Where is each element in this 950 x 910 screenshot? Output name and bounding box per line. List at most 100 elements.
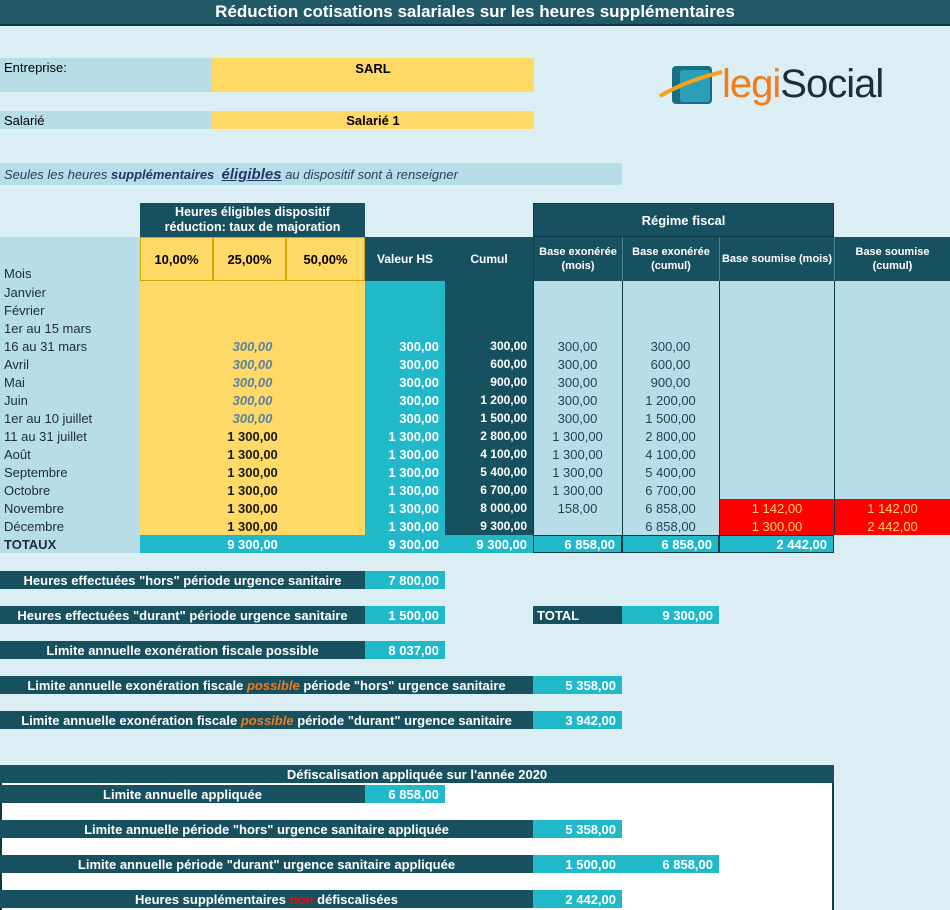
regime-divider-1 [622,281,623,535]
row-majoration-value: 300,00 [232,356,273,372]
header-eligible-text: Heures éligibles dispositif réduction: t… [164,205,341,234]
row-valeur-hs-value: 300,00 [399,410,439,426]
row-label: Octobre [0,481,140,499]
row-label-value: Novembre [4,500,64,516]
entreprise-value: SARL [355,61,391,76]
defisc-durant-value2-text: 6 858,00 [662,856,713,872]
row-soumise-mois [720,391,834,409]
header-base-soumise-cumul: Base soumise (cumul) [834,237,950,281]
row-soumise-mois-value: 1 300,00 [751,518,803,534]
row-cumul: 300,00 [445,337,533,355]
header-rate-10: 10,00% [140,237,213,281]
row-label: Août [0,445,140,463]
row-exo-cumul-value: 300,00 [650,338,691,354]
row-cumul: 9 300,00 [445,517,533,535]
row-cumul: 1 500,00 [445,409,533,427]
row-exo-cumul: 900,00 [622,373,719,391]
row-majoration [140,319,365,337]
header-base-exo-cumul-text: Base exonérée (cumul) [632,246,710,272]
defisc-hors-label: Limite annuelle période "hors" urgence s… [0,820,533,838]
row-valeur-hs-value: 1 300,00 [388,518,439,534]
row-exo-mois-value: 300,00 [557,392,598,408]
row-soumise-cumul-value: 1 142,00 [867,500,918,516]
row-label-value: Décembre [4,518,64,534]
row-exo-mois: 1 300,00 [533,463,622,481]
row-valeur-hs-value: 1 300,00 [388,482,439,498]
row-label-value: Janvier [4,284,46,300]
row-valeur-hs: 1 300,00 [365,463,445,481]
row-exo-mois-value: 300,00 [557,338,598,354]
row-exo-cumul-value: 6 700,00 [645,482,696,498]
row-label-value: 16 au 31 mars [4,338,88,354]
header-base-exo-cumul: Base exonérée (cumul) [622,237,719,281]
majoration-data-block [140,281,365,535]
row-exo-mois-value: 300,00 [557,356,598,372]
row-exo-cumul-value: 1 500,00 [645,410,696,426]
header-base-soumise-mois: Base soumise (mois) [719,237,834,281]
row-majoration-value: 1 300,00 [227,500,278,516]
row-exo-mois-value: 1 300,00 [552,482,603,498]
row-majoration: 1 300,00 [140,481,365,499]
hors-value: 7 800,00 [365,571,445,589]
row-cumul [445,301,533,319]
totaux-majoration: 9 300,00 [140,535,365,553]
row-soumise-mois [720,319,834,337]
defisc-non-label: Heures supplémentaires non défiscalisées [0,890,533,908]
header-regime-text: Régime fiscal [641,212,726,228]
defisc-durant-label-text: Limite annuelle période "durant" urgence… [77,856,456,872]
header-cumul-text: Cumul [470,252,508,266]
row-soumise-mois [720,301,834,319]
header-rate-50-text: 50,00% [303,251,348,267]
limite-hors-emph: possible [246,677,300,693]
row-soumise-cumul [835,463,950,481]
row-exo-cumul [622,301,719,319]
row-exo-cumul-value: 5 400,00 [645,464,696,480]
row-majoration: 300,00 [140,373,365,391]
row-exo-cumul: 5 400,00 [622,463,719,481]
header-valeur-hs: Valeur HS [365,237,445,281]
row-label: 1er au 10 juillet [0,409,140,427]
row-majoration: 300,00 [140,355,365,373]
totaux-label: TOTAUX [4,536,57,552]
row-majoration: 1 300,00 [140,445,365,463]
durant-label-text: Heures effectuées "durant" période urgen… [17,607,348,623]
row-exo-cumul-value: 1 200,00 [645,392,696,408]
row-exo-cumul: 4 100,00 [622,445,719,463]
row-exo-cumul: 6 858,00 [622,499,719,517]
defisc-durant-label: Limite annuelle période "durant" urgence… [0,855,533,873]
defisc-durant-value-text: 1 500,00 [565,856,616,872]
limite-durant-value: 3 942,00 [533,711,622,729]
defisc-title: Défiscalisation appliquée sur l'année 20… [0,765,834,783]
logo-text-legi: legi [722,62,781,106]
row-exo-mois-value: 1 300,00 [552,446,603,462]
row-label-value: 1er au 15 mars [4,320,92,336]
row-soumise-mois [720,463,834,481]
row-majoration-value: 1 300,00 [227,428,278,444]
row-valeur-hs: 300,00 [365,409,445,427]
limite-durant-pre: Limite annuelle exonération fiscale [21,712,238,728]
row-cumul-value: 600,00 [490,357,527,371]
limite-hors-value-text: 5 358,00 [565,677,616,693]
row-majoration: 300,00 [140,391,365,409]
row-valeur-hs: 1 300,00 [365,427,445,445]
entreprise-field[interactable]: SARL [212,58,534,92]
row-valeur-hs: 1 300,00 [365,499,445,517]
defisc-durant-value2: 6 858,00 [622,855,719,873]
row-exo-mois-value: 300,00 [557,374,598,390]
defisc-hors-label-text: Limite annuelle période "hors" urgence s… [84,821,449,837]
header-base-exo-mois-text: Base exonérée (mois) [539,246,617,272]
row-soumise-cumul [835,445,950,463]
totaux-majoration-value: 9 300,00 [227,536,278,552]
salarie-field[interactable]: Salarié 1 [212,111,534,129]
row-label-value: Février [4,302,45,318]
row-valeur-hs-value: 300,00 [399,338,439,354]
defisc-appliquee-label: Limite annuelle appliquée [0,785,365,803]
row-valeur-hs: 300,00 [365,391,445,409]
totaux-soumise-value: 2 442,00 [776,536,827,552]
row-exo-mois [533,319,622,337]
page-title: Réduction cotisations salariales sur les… [0,0,950,26]
note-suffix: au dispositif sont à renseigner [285,166,458,182]
row-exo-mois [533,301,622,319]
defisc-appliquee-value: 6 858,00 [365,785,445,803]
row-soumise-cumul: 2 442,00 [835,517,950,535]
